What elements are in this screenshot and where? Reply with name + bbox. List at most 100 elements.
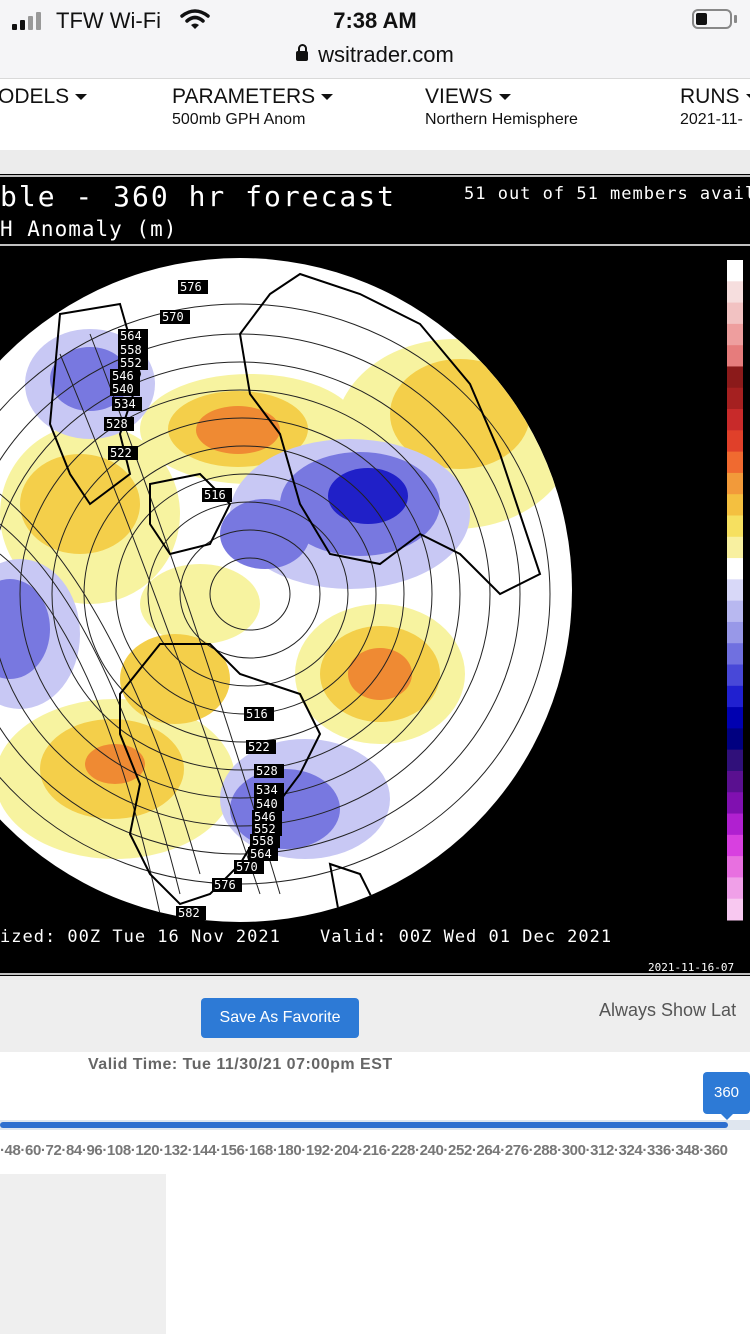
parameters-menu[interactable]: PARAMETERS 500mb GPH Anom	[172, 85, 333, 129]
color-scale-swatch	[727, 707, 743, 729]
timeline-slider: Valid Time: Tue 11/30/21 07:00pm EST 360…	[0, 1052, 750, 1174]
svg-text:552: 552	[120, 356, 142, 370]
members-label: 51 out of 51 members avail	[464, 184, 750, 204]
url-bar[interactable]: wsitrader.com	[0, 42, 750, 68]
contour-label: 528	[254, 764, 284, 778]
contour-label: 570	[160, 310, 190, 324]
svg-text:552: 552	[254, 822, 276, 836]
svg-text:522: 522	[248, 740, 270, 754]
contour-label: 558	[250, 834, 280, 848]
color-scale-swatch	[727, 451, 743, 474]
carrier-label: TFW Wi-Fi	[56, 8, 162, 33]
svg-text:540: 540	[112, 382, 134, 396]
color-scale-swatch	[727, 728, 743, 751]
svg-text:534: 534	[256, 783, 278, 797]
nav-bar: ODELS PARAMETERS 500mb GPH Anom VIEWS No…	[0, 78, 750, 151]
contour-label: 540	[254, 797, 284, 811]
url-text: wsitrader.com	[318, 42, 454, 67]
svg-text:546: 546	[254, 810, 276, 824]
contour-label: 516	[202, 488, 232, 502]
save-favorite-button[interactable]: Save As Favorite	[201, 998, 359, 1038]
status-bar: TFW Wi-Fi 7:38 AM wsitrader.com	[0, 0, 750, 78]
color-scale-swatch	[727, 558, 743, 580]
color-scale-swatch	[727, 281, 743, 304]
contour-label: 582	[176, 906, 206, 920]
contour-label: 564	[118, 329, 148, 343]
contour-label: 546	[252, 810, 282, 824]
color-scale-swatch	[727, 898, 743, 921]
signal-icon	[12, 10, 41, 30]
svg-text:516: 516	[246, 707, 268, 721]
valid-time-map: Valid: 00Z Wed 01 Dec 2021	[320, 927, 612, 947]
slider-handle[interactable]: 360	[703, 1072, 750, 1120]
models-menu-label: ODELS	[0, 85, 87, 109]
color-scale-swatch	[727, 579, 743, 602]
runs-menu[interactable]: RUNS 2021-11-	[680, 85, 750, 129]
contour-label: 564	[248, 847, 278, 861]
map-title: ble - 360 hr forecast	[0, 180, 396, 213]
color-scale-swatch	[727, 770, 743, 793]
views-menu[interactable]: VIEWS Northern Hemisphere	[425, 85, 578, 129]
svg-text:570: 570	[236, 860, 258, 874]
contour-label: 528	[104, 417, 134, 431]
run-stamp: 2021-11-16-07	[648, 961, 734, 974]
svg-text:576: 576	[214, 878, 236, 892]
clock: 7:38 AM	[333, 8, 417, 33]
color-scale-swatch	[727, 643, 743, 666]
runs-menu-label: RUNS	[680, 85, 750, 109]
contour-label: 522	[108, 446, 138, 460]
contour-label: 534	[112, 397, 142, 411]
color-scale-swatch	[727, 792, 743, 815]
contour-label: 552	[252, 822, 282, 836]
separator-bar	[0, 150, 750, 174]
color-scale-swatch	[727, 664, 743, 687]
svg-text:522: 522	[110, 446, 132, 460]
color-scale-swatch	[727, 409, 743, 431]
contour-label: 570	[234, 860, 264, 874]
slider-tick-labels: 6·48·60·72·84·96·108·120·132·144·156·168…	[0, 1142, 728, 1159]
svg-text:528: 528	[256, 764, 278, 778]
color-scale-swatch	[727, 345, 743, 367]
parameters-menu-label: PARAMETERS	[172, 85, 333, 109]
color-scale-swatch	[727, 536, 743, 559]
svg-text:570: 570	[162, 310, 184, 324]
views-menu-label: VIEWS	[425, 85, 578, 109]
color-scale-swatch	[727, 323, 743, 346]
svg-text:516: 516	[204, 488, 226, 502]
svg-text:564: 564	[250, 847, 272, 861]
color-scale-swatch	[727, 430, 743, 453]
models-menu[interactable]: ODELS	[0, 85, 87, 109]
battery-icon	[692, 9, 732, 29]
lock-icon	[296, 44, 309, 61]
initialized-time: ized: 00Z Tue 16 Nov 2021	[0, 927, 281, 947]
color-scale-swatch	[727, 472, 743, 495]
contour-label: 522	[246, 740, 276, 754]
svg-text:558: 558	[120, 343, 142, 357]
svg-text:564: 564	[120, 329, 142, 343]
color-scale-swatch	[727, 515, 743, 538]
color-scale-swatch	[727, 387, 743, 410]
slider-fill	[0, 1122, 728, 1128]
color-scale-swatch	[727, 685, 743, 708]
forecast-map[interactable]: ble - 360 hr forecast H Anomaly (m) 51 o…	[0, 174, 750, 976]
color-scale-swatch	[727, 813, 743, 836]
map-controls: Save As Favorite Always Show Lat	[0, 976, 750, 1052]
svg-text:582: 582	[178, 906, 200, 920]
color-scale-swatch	[727, 856, 743, 878]
color-scale-swatch	[727, 494, 743, 516]
color-scale-swatch	[727, 260, 743, 282]
valid-time-label: Valid Time: Tue 11/30/21 07:00pm EST	[88, 1056, 393, 1073]
always-show-latest-toggle[interactable]: Always Show Lat	[599, 1000, 737, 1020]
forecast-map-graphic: ble - 360 hr forecast H Anomaly (m) 51 o…	[0, 175, 750, 975]
runs-value: 2021-11-	[680, 111, 743, 128]
contour-label: 540	[110, 382, 140, 396]
parameters-value: 500mb GPH Anom	[172, 111, 306, 128]
contour-label: 546	[110, 369, 140, 383]
contour-label: 576	[212, 878, 242, 892]
svg-text:534: 534	[114, 397, 136, 411]
contour-label: 552	[118, 356, 148, 370]
svg-text:528: 528	[106, 417, 128, 431]
color-scale-swatch	[727, 302, 743, 325]
color-scale-swatch	[727, 621, 743, 644]
contour-label: 534	[254, 783, 284, 797]
